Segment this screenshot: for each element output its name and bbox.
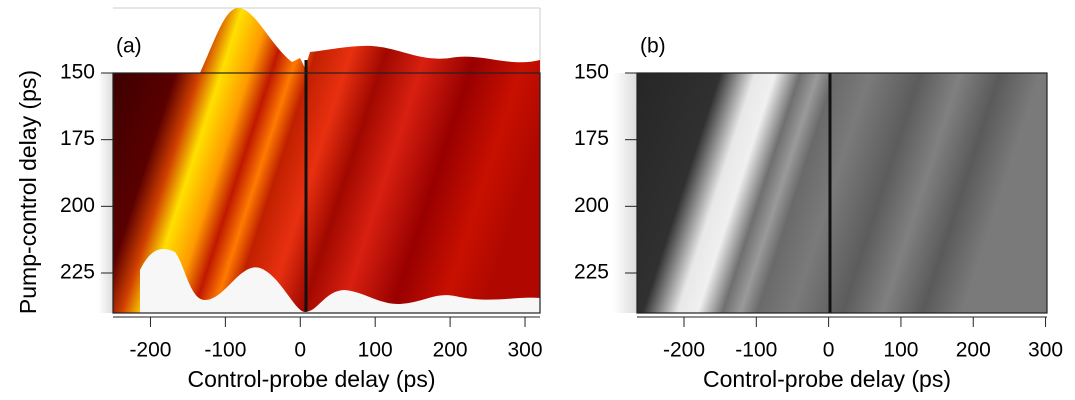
x-tick-label: -200 [663,339,705,362]
x-axis-label: Control-probe delay (ps) [187,366,435,392]
plot-frame [636,72,1048,314]
x-tick-label: -100 [204,339,246,362]
x-tick-label: 200 [433,339,468,362]
y-tick-label: 200 [60,194,95,217]
y-tick-label: 200 [574,194,609,217]
heatmap [637,73,1047,313]
panel-label: (a) [116,35,142,58]
y-tick-label: 150 [60,61,95,84]
x-tick-label: -200 [129,339,171,362]
surface-bottom [140,249,540,313]
surface-top [113,8,540,74]
x-tick-label: 0 [294,339,306,362]
panel-b: -200 -100 0 100 200 300 150 175 200 225 (b) Control… [574,35,1063,393]
y-tick-label: 175 [574,127,609,150]
x-tick-label: -100 [735,339,777,362]
panel-label: (b) [640,35,666,58]
y-tick-label: 175 [60,127,95,150]
y-axis-label: Pump-control delay (ps) [15,70,41,314]
x-tick-label: 300 [507,339,542,362]
y-tick-label: 225 [60,261,95,284]
x-tick-label: 100 [883,339,918,362]
panel-a: -200 -100 0 100 200 300 150 175 200 225 (a) Control… [15,7,543,392]
axis-strip [98,73,113,313]
x-tick-label: 0 [823,339,835,362]
plot-frame [112,72,541,314]
surface [113,8,540,313]
x-axis-label: Control-probe delay (ps) [703,366,951,392]
x-tick-label: 200 [956,339,991,362]
y-tick-label: 150 [574,61,609,84]
x-tick-label: 300 [1028,339,1063,362]
x-tick-label: 100 [358,339,393,362]
y-tick-label: 225 [574,261,609,284]
axis-strip [613,73,637,313]
